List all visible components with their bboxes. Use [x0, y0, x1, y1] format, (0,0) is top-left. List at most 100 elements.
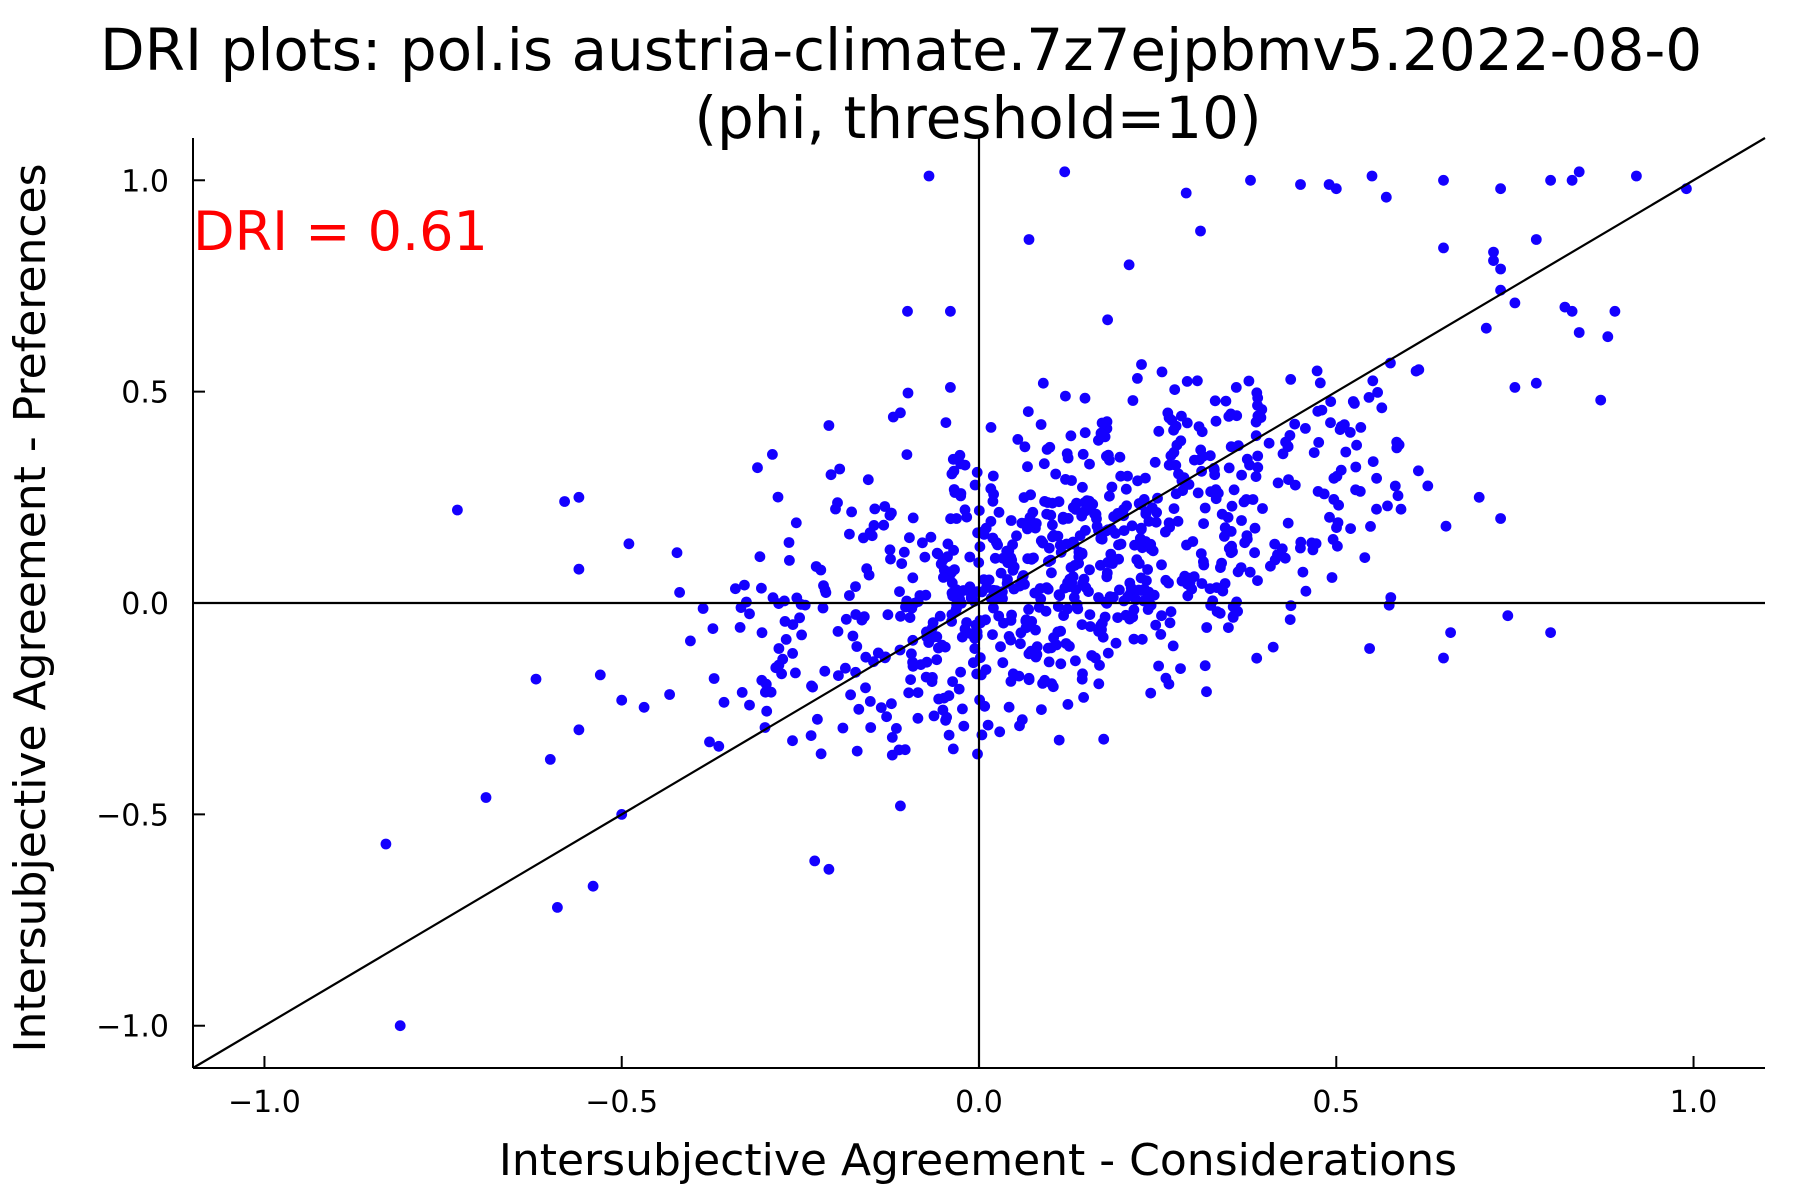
data-point	[982, 719, 994, 731]
data-point	[1036, 704, 1047, 715]
data-point	[898, 546, 910, 558]
data-point	[1035, 419, 1047, 430]
data-point	[1054, 590, 1066, 602]
data-point	[958, 720, 970, 732]
data-point	[685, 635, 696, 647]
data-point	[1093, 626, 1104, 637]
data-point	[882, 609, 894, 621]
data-point	[1047, 519, 1058, 531]
data-point	[1313, 437, 1325, 448]
data-point	[931, 631, 943, 643]
data-point	[969, 643, 981, 654]
data-point	[833, 670, 844, 681]
data-point	[881, 711, 892, 723]
data-point	[772, 491, 784, 503]
data-point	[1156, 559, 1167, 571]
data-point	[1142, 564, 1153, 575]
data-point	[707, 623, 719, 634]
data-point	[1332, 540, 1343, 552]
data-point	[1272, 549, 1283, 560]
data-point	[1090, 508, 1102, 520]
data-point	[1249, 547, 1260, 559]
data-point	[552, 902, 563, 913]
data-point	[955, 666, 966, 678]
data-point	[787, 648, 798, 659]
y-axis-ticks: −1.0 −0.5 0.0 0.5 1.0	[96, 164, 205, 1045]
data-point	[1098, 733, 1110, 745]
data-point	[1252, 575, 1263, 586]
data-point	[1114, 584, 1125, 596]
data-point	[784, 555, 795, 566]
data-point	[708, 673, 720, 684]
data-point	[1355, 422, 1367, 433]
data-point	[770, 662, 782, 674]
data-point	[1079, 392, 1091, 404]
data-point	[860, 682, 871, 694]
data-point	[1084, 564, 1095, 576]
data-point	[1077, 481, 1088, 493]
data-point	[718, 696, 730, 708]
data-point	[1022, 406, 1034, 417]
data-point	[1214, 607, 1226, 619]
data-point	[993, 506, 1005, 518]
data-point	[895, 407, 906, 419]
data-point	[794, 612, 805, 624]
data-point	[1062, 603, 1073, 615]
y-axis-label: Intersubjective Agreement - Preferences	[5, 163, 56, 1052]
data-point	[904, 532, 915, 544]
data-point	[1148, 589, 1160, 601]
data-point	[995, 641, 1006, 653]
data-point	[1102, 314, 1113, 326]
data-point	[1239, 537, 1251, 549]
data-point	[1175, 663, 1186, 674]
data-point	[1011, 530, 1022, 542]
data-point	[846, 506, 857, 518]
data-point	[664, 689, 675, 700]
data-point	[1120, 483, 1132, 495]
data-point	[1210, 493, 1222, 505]
data-point	[899, 744, 911, 756]
data-point	[1037, 377, 1049, 389]
data-point	[1068, 538, 1080, 550]
data-point	[1180, 187, 1192, 199]
data-point	[866, 530, 878, 542]
plot-axes	[192, 137, 1766, 1069]
data-point	[1115, 470, 1127, 482]
data-point	[1335, 421, 1347, 432]
data-point	[1046, 567, 1057, 579]
data-point	[1314, 377, 1326, 389]
data-point	[865, 722, 877, 733]
data-point	[777, 653, 789, 665]
data-point	[756, 627, 768, 639]
data-point	[1005, 515, 1017, 526]
data-point	[864, 696, 876, 707]
data-point	[1079, 427, 1091, 439]
data-point	[1136, 585, 1147, 596]
data-point	[953, 683, 965, 695]
data-point	[891, 723, 902, 734]
data-point	[1340, 446, 1352, 458]
data-point	[940, 417, 952, 428]
data-point	[928, 710, 940, 722]
data-point	[993, 610, 1005, 622]
data-point	[840, 613, 852, 625]
data-point	[1602, 331, 1614, 343]
data-point	[1251, 387, 1263, 399]
data-point	[1110, 528, 1121, 539]
data-point	[1192, 487, 1204, 499]
data-point	[1153, 425, 1165, 437]
data-point	[1099, 611, 1111, 623]
dri-annotation: DRI = 0.61	[193, 200, 488, 263]
data-point	[931, 654, 943, 666]
data-point	[1326, 572, 1338, 583]
data-point	[1219, 522, 1231, 534]
x-tick-label: −0.5	[585, 1085, 658, 1120]
data-point	[1084, 458, 1095, 470]
data-point	[997, 552, 1009, 564]
data-point	[988, 488, 999, 500]
data-point	[1195, 444, 1207, 456]
data-point	[1367, 375, 1379, 387]
data-point	[1173, 468, 1184, 480]
data-point	[1112, 612, 1124, 623]
data-point	[919, 551, 931, 563]
